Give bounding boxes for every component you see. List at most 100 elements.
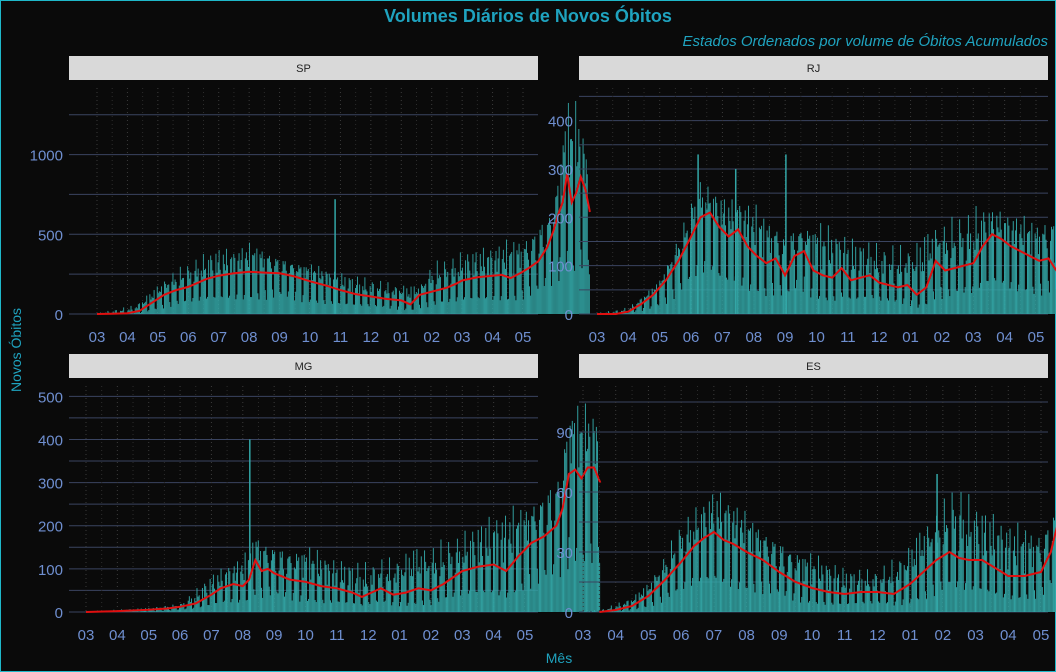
daily-bar: [181, 603, 183, 612]
daily-bar: [910, 599, 912, 612]
daily-bar: [321, 271, 323, 314]
daily-bar: [244, 258, 246, 314]
daily-bar: [386, 574, 388, 612]
daily-bar: [733, 280, 735, 314]
daily-bar: [638, 303, 640, 314]
daily-bar: [986, 280, 988, 314]
daily-bar: [947, 250, 949, 314]
daily-bar: [520, 251, 522, 314]
daily-bar: [497, 533, 499, 612]
daily-bar: [294, 300, 296, 314]
daily-bar: [254, 594, 256, 612]
x-tick-label: 12: [871, 329, 888, 346]
daily-bar: [918, 599, 920, 612]
y-tick-label: 90: [556, 425, 573, 442]
daily-bar: [271, 268, 273, 314]
daily-bar: [1001, 539, 1003, 612]
facet-strip-label: ES: [806, 361, 821, 373]
daily-bar: [658, 575, 660, 612]
daily-bar: [313, 563, 315, 612]
daily-bars: [598, 154, 1056, 314]
daily-bar: [1002, 280, 1004, 314]
moving-average-line: [96, 173, 591, 315]
daily-bar: [333, 560, 335, 612]
daily-bar: [752, 217, 754, 314]
daily-bar: [697, 527, 699, 612]
daily-bar: [523, 248, 525, 314]
daily-bar: [911, 300, 912, 314]
daily-bar: [770, 593, 772, 612]
daily-bar: [1040, 561, 1042, 612]
daily-bar: [963, 589, 965, 612]
daily-bar: [699, 182, 701, 314]
daily-bar: [419, 573, 421, 612]
daily-bar: [1020, 224, 1022, 314]
daily-bar: [649, 589, 651, 612]
daily-bar: [573, 423, 575, 612]
daily-bar: [633, 601, 635, 612]
daily-bar: [482, 555, 484, 612]
daily-bar: [319, 576, 321, 612]
daily-bar: [147, 611, 149, 612]
daily-bar: [880, 300, 882, 314]
daily-bar: [645, 297, 647, 314]
daily-bar: [348, 567, 350, 612]
daily-bar: [246, 599, 248, 612]
daily-bar: [993, 229, 995, 314]
daily-bar: [720, 200, 722, 314]
daily-bar: [434, 304, 436, 314]
daily-bar: [150, 299, 152, 314]
daily-bar: [329, 600, 331, 612]
daily-bar: [903, 298, 905, 314]
y-tick-label: 0: [565, 307, 573, 324]
daily-bar: [570, 463, 572, 612]
daily-bar: [332, 279, 334, 314]
daily-bar: [673, 554, 675, 612]
daily-bar: [971, 292, 973, 314]
x-tick-label: 01: [902, 627, 919, 644]
daily-bar: [958, 266, 960, 314]
daily-bar: [629, 609, 631, 612]
daily-bar: [819, 296, 821, 314]
daily-bar: [584, 611, 586, 612]
daily-bar: [904, 267, 906, 314]
daily-bar: [854, 269, 856, 314]
daily-bar: [303, 554, 305, 612]
daily-bar: [719, 275, 721, 314]
daily-bar: [988, 591, 990, 612]
daily-bar: [564, 131, 566, 314]
daily-bar: [423, 287, 425, 314]
daily-bar: [587, 448, 589, 612]
daily-bar: [916, 242, 918, 314]
daily-bar: [360, 603, 362, 612]
daily-bar: [353, 304, 355, 314]
daily-bar: [881, 260, 883, 314]
daily-bar: [542, 502, 544, 612]
daily-bar: [464, 530, 466, 612]
daily-bar: [1044, 225, 1046, 314]
daily-bar: [595, 611, 597, 612]
daily-bar: [792, 600, 794, 612]
daily-bar: [966, 534, 968, 612]
daily-bar: [515, 300, 517, 314]
daily-bar: [596, 441, 598, 612]
daily-bar: [579, 146, 581, 314]
daily-bar: [263, 551, 265, 612]
daily-bar: [955, 290, 957, 314]
daily-bar: [775, 566, 777, 612]
daily-bar: [847, 249, 849, 314]
daily-bar: [403, 576, 405, 612]
daily-bar: [401, 293, 403, 314]
daily-bar: [132, 313, 134, 314]
daily-bar: [892, 581, 894, 612]
daily-bar: [577, 405, 579, 612]
daily-bar: [816, 603, 818, 612]
daily-bar: [539, 229, 541, 314]
daily-bar: [555, 493, 557, 612]
daily-bar: [639, 597, 641, 612]
daily-bar: [477, 529, 479, 612]
daily-bar: [529, 286, 531, 314]
daily-bar: [287, 558, 289, 612]
daily-bar: [710, 269, 712, 314]
daily-bar: [939, 242, 941, 314]
